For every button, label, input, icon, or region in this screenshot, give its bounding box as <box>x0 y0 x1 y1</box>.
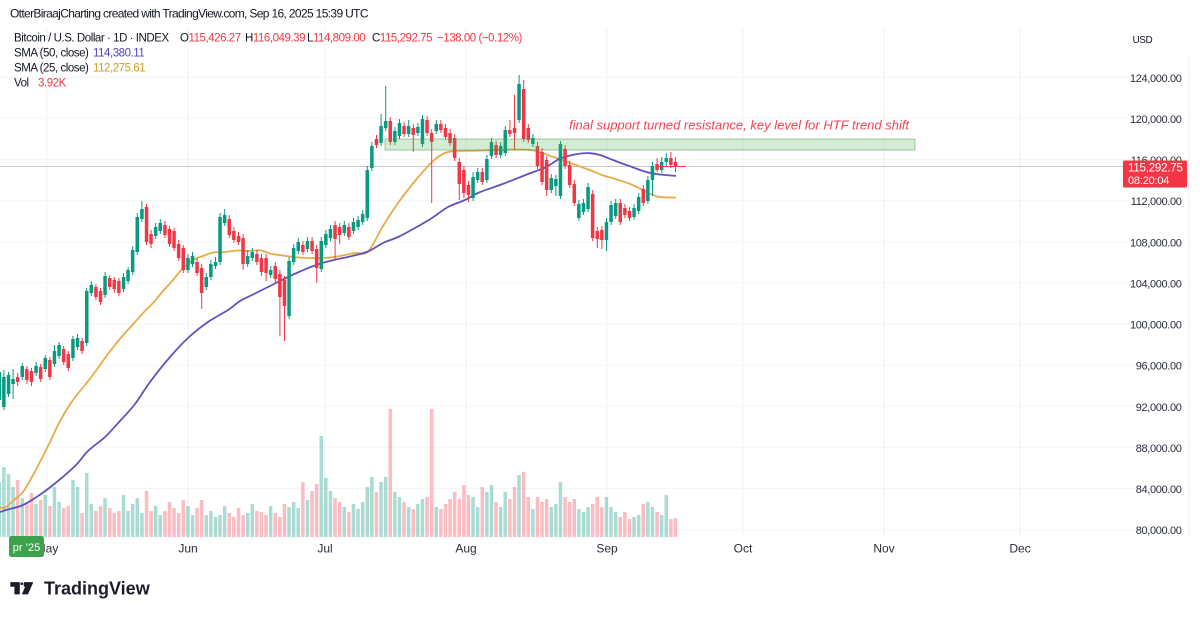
svg-text:Vol: Vol <box>14 78 29 90</box>
svg-text:C115,292.75: C115,292.75 <box>372 33 432 45</box>
svg-text:H116,049.39: H116,049.39 <box>245 33 305 45</box>
svg-text:L114,809.00: L114,809.00 <box>307 33 365 45</box>
svg-text:108,000.00: 108,000.00 <box>1130 237 1182 249</box>
svg-text:96,000.00: 96,000.00 <box>1136 361 1182 373</box>
svg-text:112,275.61: 112,275.61 <box>93 63 145 75</box>
svg-text:SMA (25, close): SMA (25, close) <box>14 63 89 75</box>
svg-text:84,000.00: 84,000.00 <box>1136 484 1182 496</box>
svg-text:115,292.75: 115,292.75 <box>1128 163 1183 175</box>
svg-text:88,000.00: 88,000.00 <box>1136 443 1182 455</box>
svg-text:O115,426.27: O115,426.27 <box>180 33 241 45</box>
svg-text:Aug: Aug <box>455 542 476 556</box>
svg-text:104,000.00: 104,000.00 <box>1130 279 1182 291</box>
svg-text:120,000.00: 120,000.00 <box>1130 114 1182 126</box>
svg-text:92,000.00: 92,000.00 <box>1136 402 1182 414</box>
svg-text:Sep: Sep <box>596 542 618 556</box>
svg-text:Bitcoin / U.S. Dollar · 1D · I: Bitcoin / U.S. Dollar · 1D · INDEX <box>14 33 169 45</box>
svg-text:Oct: Oct <box>734 542 753 556</box>
svg-text:Jul: Jul <box>317 542 332 556</box>
svg-text:SMA (50, close): SMA (50, close) <box>14 48 89 60</box>
svg-text:114,380.11: 114,380.11 <box>93 48 144 60</box>
svg-text:Jun: Jun <box>178 542 197 556</box>
svg-text:100,000.00: 100,000.00 <box>1130 320 1182 332</box>
svg-text:08:20:04: 08:20:04 <box>1128 175 1169 187</box>
svg-text:TradingView: TradingView <box>44 579 151 599</box>
svg-text:USD: USD <box>1132 35 1152 46</box>
svg-text:3.92K: 3.92K <box>38 78 67 90</box>
svg-text:Nov: Nov <box>873 542 894 556</box>
svg-text:112,000.00: 112,000.00 <box>1131 196 1182 208</box>
svg-text:80,000.00: 80,000.00 <box>1136 525 1182 537</box>
svg-text:final support turned resistanc: final support turned resistance, key lev… <box>569 118 910 133</box>
svg-text:Dec: Dec <box>1009 542 1030 556</box>
svg-text:pr ’25: pr ’25 <box>13 542 41 554</box>
svg-text:−138.00 (−0.12%): −138.00 (−0.12%) <box>437 33 522 45</box>
svg-text:OtterBiraajCharting created wi: OtterBiraajCharting created with Trading… <box>10 7 369 21</box>
svg-text:124,000.00: 124,000.00 <box>1130 73 1182 85</box>
